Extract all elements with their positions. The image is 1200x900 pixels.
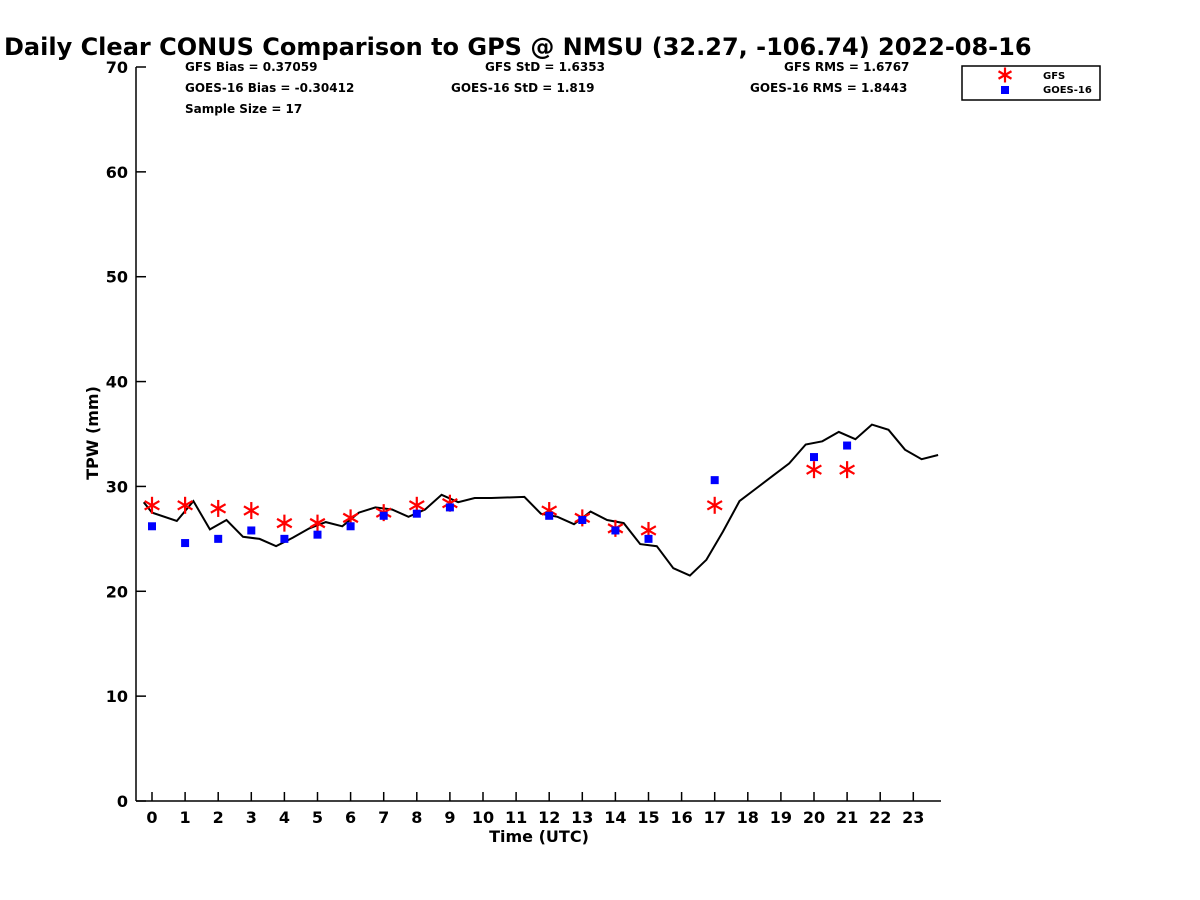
y-tick-label: 60 [106,163,128,182]
y-tick-label: 30 [106,477,128,496]
y-tick-label: 10 [106,687,128,706]
x-tick-label: 1 [180,808,191,827]
x-ticks: 0 1 2 3 4 5 6 7 8 9 10 11 12 13 14 15 16 17 18 19 20 21 22 23 [146,792,924,827]
goes16-point [578,515,587,524]
gfs-point [144,496,160,514]
x-tick-label: 7 [378,808,389,827]
x-tick-label: 21 [836,808,858,827]
x-tick-label: 3 [246,808,257,827]
x-tick-label: 8 [411,808,422,827]
goes16-point [379,511,388,520]
legend-gfs-asterisk [997,67,1013,83]
chart-title: Daily Clear CONUS Comparison to GPS @ NM… [4,33,1032,61]
goes16-point [445,503,454,512]
x-tick-label: 19 [770,808,792,827]
y-tick-label: 0 [117,792,128,811]
goes16-point [247,526,256,535]
goes16-point [710,476,719,485]
legend-gfs-marker [997,67,1013,83]
x-tick-label: 4 [279,808,290,827]
x-tick-label: 23 [902,808,924,827]
goes16-point [843,441,852,450]
y-tick-label: 20 [106,582,128,601]
x-tick-label: 13 [571,808,593,827]
x-tick-label: 6 [345,808,356,827]
goes16-point [181,539,190,548]
goes-rms-text: GOES-16 RMS = 1.8443 [750,81,907,95]
x-tick-label: 20 [803,808,825,827]
statistics-block: GFS Bias = 0.37059 GFS StD = 1.6353 GFS … [185,60,909,116]
gfs-std-text: GFS StD = 1.6353 [485,60,605,74]
x-tick-label: 9 [444,808,455,827]
gfs-point [839,461,856,479]
x-tick-label: 15 [637,808,659,827]
x-tick-label: 11 [505,808,527,827]
goes-std-text: GOES-16 StD = 1.819 [451,81,594,95]
gfs-point [276,514,293,532]
goes16-point [412,509,421,518]
x-axis-label: Time (UTC) [489,827,589,846]
x-tick-label: 16 [670,808,692,827]
x-tick-label: 0 [146,808,157,827]
legend-goes-marker [1001,86,1009,94]
gfs-point [210,499,227,517]
goes-bias-text: GOES-16 Bias = -0.30412 [185,81,354,95]
goes16-point [280,534,289,543]
legend-box [961,65,1101,101]
legend-goes-label: GOES-16 [1043,85,1092,96]
y-tick-label: 70 [106,58,128,77]
x-tick-label: 14 [604,808,626,827]
gfs-point [706,496,723,514]
gfs-point [177,496,194,514]
y-tick-label: 40 [106,373,128,392]
goes16-point [313,530,322,539]
gfs-rms-text: GFS RMS = 1.6767 [784,60,909,74]
sample-size-text: Sample Size = 17 [185,102,302,116]
y-ticks: 0 10 20 30 40 50 60 70 [106,58,146,811]
gfs-point [243,502,260,520]
gfs-bias-text: GFS Bias = 0.37059 [185,60,317,74]
goes16-point [148,522,156,531]
legend: GFS GOES-16 [961,65,1101,101]
goes16-point [214,534,223,543]
x-tick-label: 17 [704,808,726,827]
gps-series-line [142,423,939,577]
gfs-point [806,461,822,479]
x-tick-label: 2 [213,808,224,827]
x-tick-label: 10 [472,808,494,827]
goes16-point [810,453,818,462]
series-layer [142,423,939,577]
y-axis-label: TPW (mm) [83,386,102,480]
gfs-point [309,514,326,532]
goes16-point [346,522,355,531]
x-tick-label: 22 [869,808,891,827]
axes [135,67,941,802]
y-tick-label: 50 [106,268,128,287]
goes16-point [611,526,620,535]
x-tick-label: 5 [312,808,323,827]
goes16-point [545,511,554,520]
goes16-point [644,534,653,543]
x-tick-label: 12 [538,808,560,827]
legend-gfs-label: GFS [1043,71,1065,82]
x-tick-label: 18 [737,808,759,827]
